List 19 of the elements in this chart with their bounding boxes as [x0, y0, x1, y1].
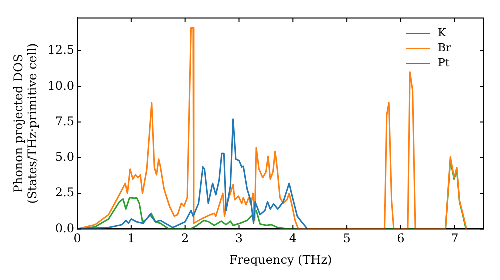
x-tick-label: 6 [397, 232, 405, 246]
x-tick-label: 3 [235, 232, 244, 246]
y-axis-title: Phonon projected DOS (States/THz·primitive cell) [11, 43, 40, 204]
legend-label: Br [438, 42, 452, 55]
legend-label: Pt [438, 56, 450, 70]
x-axis-title: Frequency (THz) [229, 252, 332, 267]
y-tick-label: 12.5 [48, 43, 75, 58]
x-tick-label: 4 [289, 232, 298, 246]
y-tick-label: 10.0 [48, 78, 75, 93]
x-tick-label: 2 [182, 232, 190, 246]
x-tick-label: 1 [128, 232, 136, 246]
x-tick-label: 7 [451, 232, 459, 246]
legend-label: K [438, 26, 447, 40]
y-tick-label: 0.0 [55, 221, 75, 236]
x-tick-label: 5 [343, 232, 351, 246]
y-tick-label: 2.5 [55, 186, 75, 200]
x-tick-label: 0 [74, 232, 82, 246]
y-tick-label: 5.0 [55, 150, 75, 164]
y-tick-label: 7.5 [55, 114, 75, 128]
